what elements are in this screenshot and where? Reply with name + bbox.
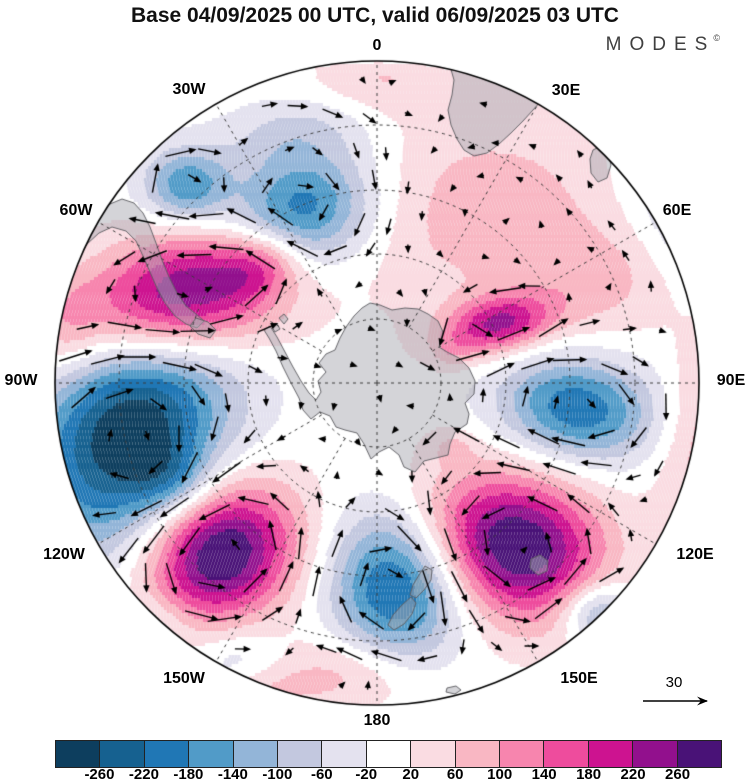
lon-label-90E: 90E: [716, 372, 746, 389]
modes-logo-text: MODES: [605, 34, 716, 55]
colorbar-tick: 100: [487, 766, 513, 783]
colorbar-cell-10: [500, 741, 545, 767]
chart-title: Base 04/09/2025 00 UTC, valid 06/09/2025…: [131, 4, 619, 27]
lon-label-150E: 150E: [560, 670, 598, 687]
lon-label-60W: 60W: [59, 202, 93, 219]
copyright-mark: ©: [713, 33, 720, 43]
lon-label-150W: 150W: [163, 670, 205, 687]
wind-reference-arrow-icon: [643, 696, 708, 706]
colorbar-cell-6: [322, 741, 367, 767]
colorbar-tick: -100: [262, 766, 293, 783]
colorbar-cell-12: [588, 741, 634, 767]
colorbar-tick: 140: [531, 766, 557, 783]
colorbar-cell-0: [56, 741, 101, 767]
lon-label-60E: 60E: [662, 202, 692, 219]
colorbar-cell-3: [189, 741, 234, 767]
colorbar-cell-2: [144, 741, 190, 767]
colorbar-tick: -140: [217, 766, 248, 783]
colorbar-tick: -180: [173, 766, 204, 783]
lon-label-30E: 30E: [551, 82, 581, 99]
wind-reference-legend: 30: [635, 674, 721, 710]
colorbar-cell-5: [278, 741, 323, 767]
colorbar-tick: 260: [665, 766, 691, 783]
colorbar-cell-14: [677, 741, 722, 767]
wind-reference-value: 30: [665, 674, 683, 691]
colorbar-cell-9: [455, 741, 501, 767]
colorbar-tick: -220: [128, 766, 159, 783]
colorbar-tick: -60: [310, 766, 333, 783]
colorbar: [55, 740, 722, 768]
lon-label-30W: 30W: [172, 81, 206, 98]
lon-label-0: 0: [372, 37, 382, 54]
colorbar-tick: -260: [84, 766, 115, 783]
colorbar-cell-13: [633, 741, 678, 767]
lon-label-90W: 90W: [4, 372, 38, 389]
colorbar-cell-1: [100, 741, 145, 767]
colorbar-tick: -20: [355, 766, 378, 783]
colorbar-tick: 220: [620, 766, 646, 783]
colorbar-tick: 20: [402, 766, 420, 783]
lon-label-120E: 120E: [676, 546, 714, 563]
colorbar-cell-7: [366, 741, 412, 767]
colorbar-cell-11: [544, 741, 589, 767]
colorbar-tick: 60: [446, 766, 464, 783]
colorbar-cell-8: [411, 741, 456, 767]
colorbar-cell-4: [233, 741, 279, 767]
modes-logo: MODES©: [606, 33, 720, 56]
colorbar-tick: 180: [576, 766, 602, 783]
lon-label-120W: 120W: [43, 546, 85, 563]
lon-label-180: 180: [363, 712, 391, 729]
